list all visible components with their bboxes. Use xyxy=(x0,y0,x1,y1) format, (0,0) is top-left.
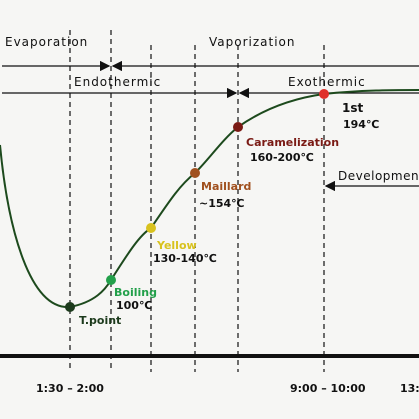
first-crack-value: 194℃ xyxy=(343,118,379,131)
first-crack-marker xyxy=(319,89,329,99)
time-label-1: 1:30 – 2:00 xyxy=(36,382,104,395)
first-crack-label: 1st xyxy=(342,101,363,115)
roast-curve xyxy=(0,89,419,309)
boiling-marker xyxy=(106,275,116,285)
tpoint-label: T.point xyxy=(79,314,121,327)
caramelization-marker xyxy=(233,122,243,132)
yellow-label: Yellow xyxy=(156,239,197,252)
time-label-2: 9:00 – 10:00 xyxy=(290,382,366,395)
yellow-marker xyxy=(146,223,156,233)
evaporation-label: Evaporation xyxy=(5,35,88,49)
vaporization-label: Vaporization xyxy=(209,35,296,49)
maillard-label: Maillard xyxy=(201,180,251,193)
caramelization-value: 160-200℃ xyxy=(250,151,314,164)
boiling-value: 100℃ xyxy=(116,299,152,312)
boiling-label: Boiling xyxy=(114,286,157,299)
tpoint-marker xyxy=(65,302,75,312)
endothermic-label: Endothermic xyxy=(74,75,161,89)
development-label: Development xyxy=(338,169,419,183)
yellow-value: 130-140℃ xyxy=(153,252,217,265)
exothermic-label: Exothermic xyxy=(288,75,366,89)
maillard-value: ~154℃ xyxy=(199,197,245,210)
maillard-marker xyxy=(190,168,200,178)
time-label-3: 13:0 xyxy=(400,382,419,395)
caramelization-label: Caramelization xyxy=(246,136,339,149)
